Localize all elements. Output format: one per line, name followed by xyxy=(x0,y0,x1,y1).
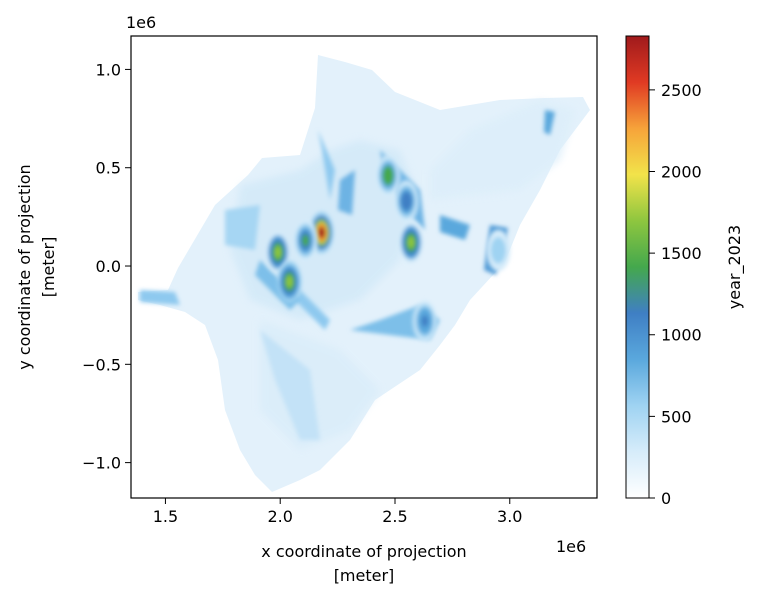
streak xyxy=(295,290,330,330)
hotspot-level xyxy=(494,244,502,257)
hotspot-level xyxy=(403,195,410,207)
hotspot xyxy=(277,260,302,303)
colorbar-ticks: 0 500 1000 1500 2000 2500 xyxy=(649,81,702,508)
y-axis-label-line2: [meter] xyxy=(39,237,58,298)
x-offset-text: 1e6 xyxy=(556,537,586,556)
streak xyxy=(260,330,320,440)
hotspot-level xyxy=(302,234,309,247)
colorbar-tick-label: 500 xyxy=(661,407,692,426)
y-offset-text: 1e6 xyxy=(126,13,156,32)
colorbar-tick-label: 1500 xyxy=(661,244,702,263)
colorbar-tick-label: 2000 xyxy=(661,162,702,181)
hotspot xyxy=(293,219,318,262)
hotspot-level xyxy=(286,275,293,288)
x-axis-label-line2: [meter] xyxy=(334,566,395,585)
hotspot-level xyxy=(318,226,325,239)
x-axis-label-line1: x coordinate of projection xyxy=(261,542,466,561)
hotspot-level xyxy=(274,246,282,259)
colorbar-tick-label: 1000 xyxy=(661,326,702,345)
y-axis-label-line1: y coordinate of projection xyxy=(15,164,34,369)
hotspot xyxy=(376,154,401,197)
hotspot-level xyxy=(407,236,415,249)
plot-frame xyxy=(130,35,598,499)
hotspot-level xyxy=(384,169,392,182)
hotspot-level xyxy=(421,315,429,327)
y-tick-label: −1.0 xyxy=(82,454,121,473)
x-tick-label: 3.0 xyxy=(497,507,522,526)
y-tick-label: 0.5 xyxy=(96,159,121,178)
y-tick-label: −0.5 xyxy=(82,355,121,374)
plot-area xyxy=(138,55,590,492)
y-axis: 1.0 0.5 0.0 −0.5 −1.0 xyxy=(82,60,131,473)
hotspots xyxy=(265,154,511,342)
hotspot xyxy=(412,300,437,342)
colorbar-label: year_2023 xyxy=(725,225,745,309)
streak xyxy=(338,170,355,215)
hotspot xyxy=(486,229,511,272)
hotspot xyxy=(265,231,290,274)
region-shade xyxy=(430,100,575,200)
streak xyxy=(544,110,555,135)
colorbar xyxy=(625,35,650,499)
x-tick-label: 2.5 xyxy=(382,507,407,526)
streak xyxy=(440,215,470,240)
x-axis: 1.5 2.0 2.5 3.0 xyxy=(153,498,522,526)
colorbar-tick-label: 0 xyxy=(661,489,671,508)
region-shade xyxy=(260,320,380,450)
colorbar-tick-label: 2500 xyxy=(661,81,702,100)
x-tick-label: 2.0 xyxy=(267,507,292,526)
y-tick-label: 0.0 xyxy=(96,257,121,276)
streak xyxy=(225,205,260,250)
streak xyxy=(140,290,180,305)
streak xyxy=(318,130,335,200)
hotspot xyxy=(394,180,419,222)
y-tick-label: 1.0 xyxy=(96,60,121,79)
x-tick-label: 1.5 xyxy=(153,507,178,526)
hotspot xyxy=(399,221,424,264)
